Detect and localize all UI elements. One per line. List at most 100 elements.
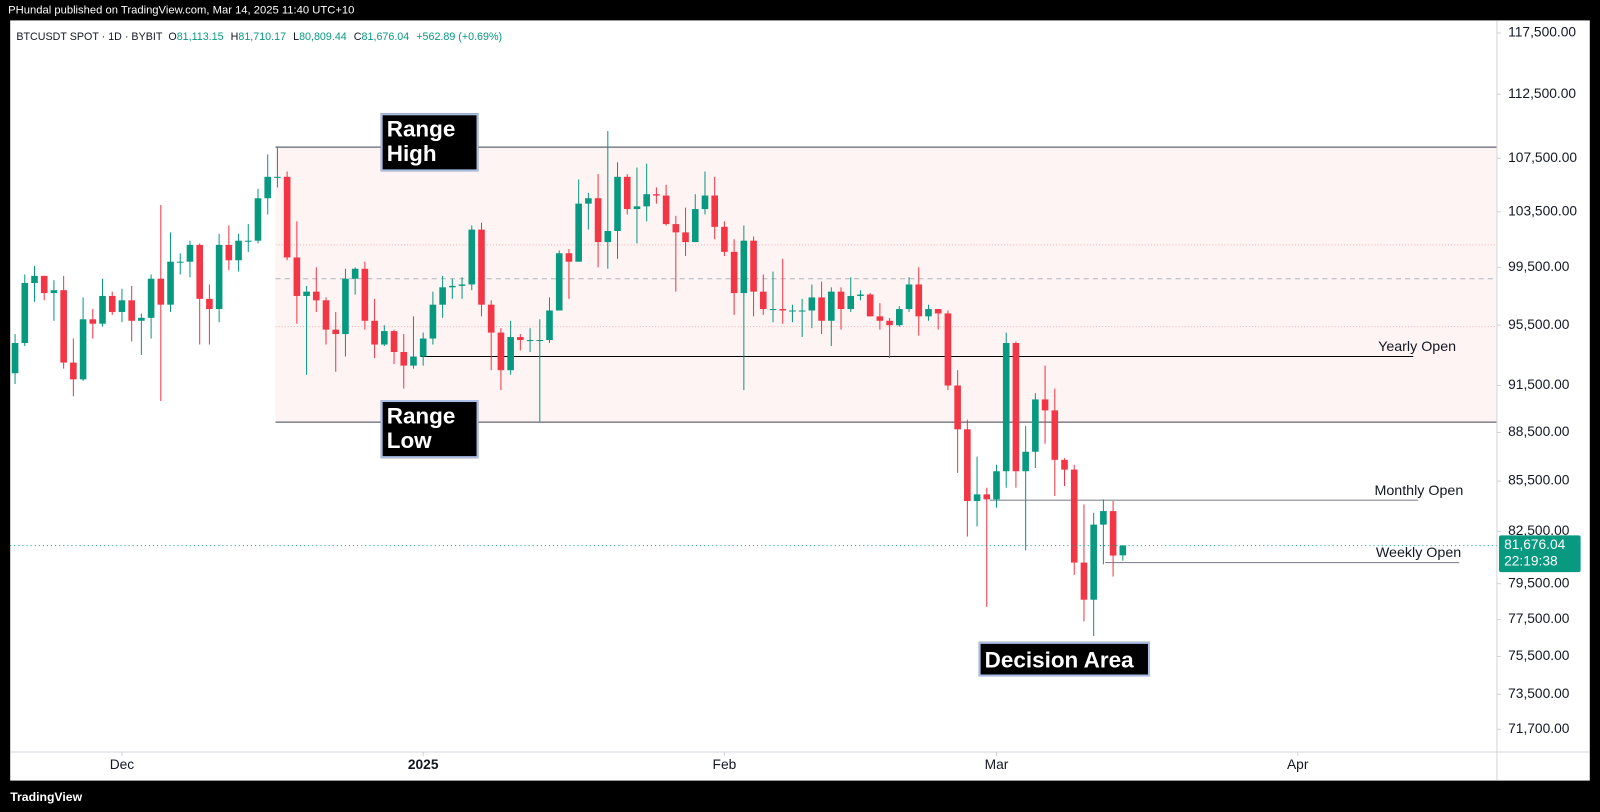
candle-body <box>643 194 650 207</box>
candle-body <box>50 290 58 294</box>
candle-body <box>60 290 67 363</box>
candle-body <box>730 251 738 294</box>
y-tick-label: 79,500.00 <box>1508 575 1570 590</box>
legend-change: +562.89 (+0.69%) <box>416 30 503 43</box>
candle-body <box>672 224 680 233</box>
candle-body <box>896 309 903 326</box>
candle-body <box>1051 410 1059 460</box>
candle-body <box>827 291 835 321</box>
candle-body <box>468 229 476 285</box>
candle-body <box>31 275 38 284</box>
level-label: Monthly Open <box>1374 483 1463 499</box>
legend-key: L <box>293 30 300 43</box>
candle-body <box>419 338 427 357</box>
candle-body <box>79 319 87 380</box>
candle-body <box>944 313 952 386</box>
candle-body <box>157 278 165 305</box>
candle-body <box>40 275 48 294</box>
candle-body <box>925 309 932 317</box>
legend-value: 81,113.15 <box>176 30 224 43</box>
candle-body <box>400 352 408 366</box>
y-tick-label: 73,500.00 <box>1508 686 1570 701</box>
last-price-box <box>1498 535 1581 573</box>
candle-body <box>303 291 310 296</box>
candle-body <box>750 240 757 292</box>
last-price-label: 81,676.04 <box>1504 537 1566 552</box>
candle-body <box>215 244 223 310</box>
candle-body <box>196 244 203 299</box>
candle-body <box>604 230 612 243</box>
candle-body <box>1070 469 1078 563</box>
range-box <box>275 147 1497 423</box>
candle-body <box>769 309 777 311</box>
candle-body <box>876 316 884 321</box>
candle-body <box>361 268 369 321</box>
candle-body <box>167 261 174 305</box>
x-tick-label: Mar <box>985 757 1009 772</box>
legend-key: O <box>168 30 177 43</box>
candle-body <box>342 278 349 335</box>
candle-body <box>381 331 388 345</box>
candle-body <box>526 340 534 342</box>
countdown: 22:19:38 <box>1504 554 1558 569</box>
y-tick-label: 95,500.00 <box>1508 317 1570 332</box>
y-tick-label: 112,500.00 <box>1508 86 1576 101</box>
candle-body <box>176 261 184 263</box>
candle-body <box>779 309 787 311</box>
candle-body <box>721 226 728 252</box>
candle-body <box>847 295 855 310</box>
annotation: Decision Area <box>978 641 1150 677</box>
candle-body <box>1032 399 1039 452</box>
candle-body <box>905 284 913 310</box>
x-tick-label: Apr <box>1287 757 1309 772</box>
brand: TradingView <box>10 789 83 805</box>
candle-body <box>662 195 670 225</box>
candle-body <box>274 176 281 178</box>
candle-body <box>235 240 242 261</box>
candle-body <box>206 298 213 310</box>
candle-body <box>983 494 991 500</box>
x-tick-label: Dec <box>110 757 135 772</box>
candle-body <box>993 471 1000 500</box>
candle-body <box>186 244 194 262</box>
candle-body <box>322 300 330 330</box>
ohlc-legend: BTCUSDT SPOT · 1D · BYBIT O81,113.15 H81… <box>16 31 506 43</box>
candle-body <box>818 297 825 321</box>
publish-info: PHundal published on TradingView.com, Ma… <box>8 4 355 17</box>
candle-body <box>546 310 553 341</box>
y-tick-label: 71,700.00 <box>1508 721 1570 736</box>
candle-body <box>225 244 233 261</box>
candle-body <box>740 240 748 294</box>
x-tick-label: 2025 <box>408 757 439 772</box>
candle-body <box>837 291 845 310</box>
candle-body <box>1119 545 1127 556</box>
symbol: BTCUSDT SPOT · 1D · BYBIT <box>16 30 163 43</box>
y-tick-label: 91,500.00 <box>1508 377 1570 392</box>
candle-body <box>283 176 291 258</box>
candle-body <box>857 294 864 296</box>
candle-body <box>973 494 981 502</box>
candle-body <box>536 340 544 342</box>
candle-body <box>371 320 378 345</box>
candle-body <box>701 195 709 210</box>
candle-body <box>866 294 874 317</box>
candle-body <box>954 385 961 430</box>
candle-body <box>614 176 621 231</box>
candle-body <box>89 319 97 324</box>
candle-body <box>633 206 641 210</box>
candle-body <box>1080 562 1088 600</box>
candle-body <box>138 317 145 321</box>
annotation: Range Low <box>380 399 479 459</box>
candle-body <box>254 198 262 241</box>
candle-body <box>1012 343 1020 472</box>
candle-body <box>118 300 126 312</box>
candle-body <box>244 240 252 242</box>
y-tick-label: 107,500.00 <box>1508 150 1577 165</box>
candle-body <box>555 253 563 311</box>
candle-body <box>1109 511 1117 556</box>
candle-body <box>439 287 446 305</box>
candle-body <box>934 309 942 314</box>
candle-body <box>585 198 592 204</box>
